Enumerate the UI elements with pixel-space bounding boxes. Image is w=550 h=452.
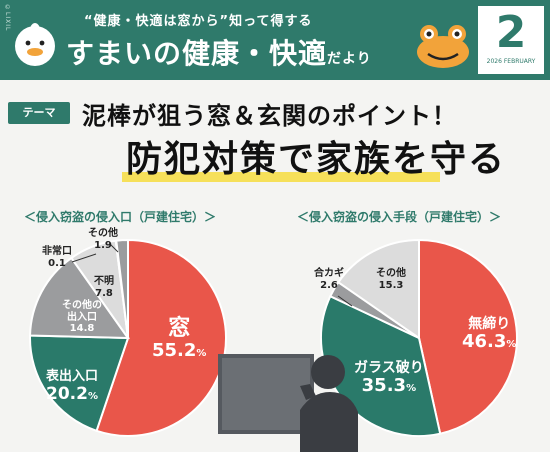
theme-badge: テーマ <box>8 102 70 124</box>
header-banner: ©LIXIL “健康・快適は窓から”知って得する すまいの健康・快適だより 2 … <box>0 0 550 80</box>
pie-slice-1-3 <box>336 238 420 340</box>
slice-label-front-entrance: 表出入口 20.2% <box>46 369 99 404</box>
headline-highlight <box>122 172 440 182</box>
slice-label-other-entrance: その他の 出入口 14.8 <box>62 300 102 334</box>
pie-slice-0-1 <box>29 334 130 433</box>
issue-number: 2 <box>495 7 527 58</box>
frog-mascot-icon <box>417 25 469 68</box>
tagline: “健康・快適は窓から”知って得する <box>84 14 313 29</box>
headline-line2: 防犯対策で家族を守る <box>126 139 507 180</box>
pie-slice-0-2 <box>29 256 130 340</box>
slice-label-unknown: 不明 7.8 <box>94 276 114 299</box>
slice-label-emergency-exit: 非常口 0.1 <box>42 246 72 269</box>
brand-mark: ©LIXIL <box>4 4 11 32</box>
headline-line1: 泥棒が狙う窓＆玄関のポイント！ <box>82 102 457 130</box>
title-suffix: だより <box>327 51 372 67</box>
slice-label-duplicate-key: 合カギ 2.6 <box>314 268 344 291</box>
pie-slice-1-0 <box>418 238 518 435</box>
issue-box: 2 2026 FEBRUARY <box>478 6 544 74</box>
slice-label-other-method: その他 15.3 <box>376 268 406 291</box>
burglar-illustration-icon <box>218 354 358 452</box>
newsletter-title: すまいの健康・快適だより <box>66 32 372 72</box>
leader-line-1 <box>109 243 119 253</box>
duck-mascot-icon <box>15 23 55 66</box>
slice-label-unlocked: 無締り 46.3% <box>462 316 517 353</box>
issue-date: 2026 FEBRUARY <box>486 58 536 65</box>
slice-label-glass-break: ガラス破り 35.3% <box>354 360 424 397</box>
leader-line-0 <box>71 253 97 263</box>
title-text: すまいの健康・快適 <box>66 37 328 70</box>
slice-label-other: その他 1.9 <box>88 228 118 251</box>
slice-label-window: 窓 55.2% <box>152 316 207 362</box>
chart-title-entry-method: ＜侵入窃盗の侵入手段（戸建住宅）＞ <box>297 210 502 224</box>
leader-line-2 <box>337 295 353 307</box>
pie-slice-0-5 <box>115 238 129 339</box>
chart-title-entry-point: ＜侵入窃盗の侵入口（戸建住宅）＞ <box>24 210 217 224</box>
